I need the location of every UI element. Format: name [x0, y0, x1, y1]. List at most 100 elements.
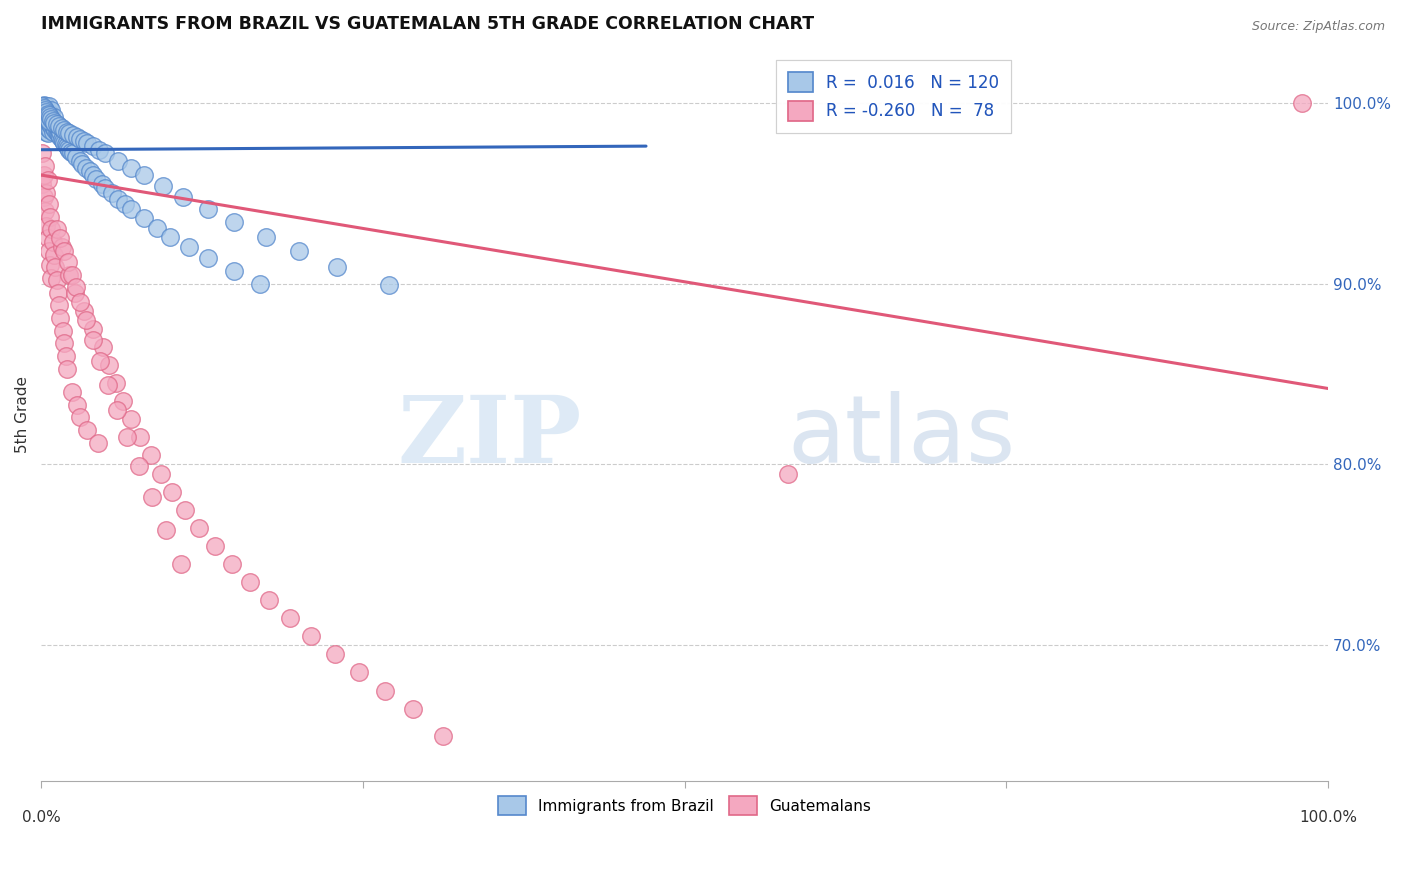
Point	[432, 729, 454, 743]
Point	[41, 113, 63, 128]
Point	[49, 231, 72, 245]
Point	[170, 557, 193, 571]
Point	[98, 358, 121, 372]
Point	[35, 120, 58, 134]
Point	[257, 593, 280, 607]
Point	[38, 197, 60, 211]
Point	[86, 171, 108, 186]
Point	[79, 164, 101, 178]
Point	[38, 110, 60, 124]
Point	[76, 136, 98, 150]
Point	[91, 340, 114, 354]
Point	[39, 112, 62, 126]
Point	[72, 134, 94, 148]
Point	[48, 298, 70, 312]
Point	[35, 104, 58, 119]
Point	[35, 104, 58, 119]
Point	[72, 303, 94, 318]
Point	[35, 110, 58, 124]
Point	[31, 146, 53, 161]
Point	[132, 168, 155, 182]
Point	[45, 273, 67, 287]
Point	[82, 322, 104, 336]
Point	[41, 113, 63, 128]
Point	[38, 113, 60, 128]
Point	[299, 629, 322, 643]
Point	[38, 104, 60, 119]
Point	[53, 136, 76, 150]
Point	[32, 97, 55, 112]
Point	[38, 108, 60, 122]
Point	[120, 161, 142, 175]
Point	[69, 294, 91, 309]
Point	[41, 113, 63, 128]
Point	[48, 120, 70, 134]
Point	[31, 110, 53, 124]
Point	[37, 113, 59, 128]
Point	[44, 123, 66, 137]
Point	[37, 112, 59, 126]
Point	[129, 430, 152, 444]
Point	[221, 557, 243, 571]
Point	[87, 143, 110, 157]
Point	[39, 259, 62, 273]
Point	[188, 521, 211, 535]
Point	[32, 106, 55, 120]
Point	[45, 120, 67, 134]
Point	[75, 161, 97, 175]
Point	[37, 103, 59, 117]
Point	[224, 264, 246, 278]
Point	[53, 123, 76, 137]
Point	[34, 121, 56, 136]
Point	[55, 137, 77, 152]
Point	[120, 412, 142, 426]
Point	[45, 125, 67, 139]
Point	[41, 103, 63, 117]
Point	[34, 159, 56, 173]
Point	[45, 117, 67, 131]
Point	[37, 127, 59, 141]
Point	[82, 139, 104, 153]
Point	[89, 354, 111, 368]
Point	[101, 186, 124, 201]
Point	[174, 502, 197, 516]
Point	[31, 177, 53, 191]
Point	[254, 229, 277, 244]
Point	[37, 106, 59, 120]
Point	[35, 125, 58, 139]
Point	[32, 190, 55, 204]
Point	[46, 285, 69, 300]
Point	[146, 220, 169, 235]
Point	[120, 202, 142, 217]
Point	[42, 247, 65, 261]
Point	[52, 324, 75, 338]
Point	[34, 106, 56, 120]
Point	[49, 130, 72, 145]
Point	[374, 683, 396, 698]
Point	[204, 539, 226, 553]
Point	[41, 271, 63, 285]
Point	[53, 336, 76, 351]
Point	[117, 430, 139, 444]
Point	[59, 145, 82, 159]
Point	[249, 277, 271, 291]
Point	[56, 141, 79, 155]
Point	[402, 701, 425, 715]
Point	[60, 268, 83, 282]
Point	[107, 192, 129, 206]
Point	[87, 435, 110, 450]
Point	[34, 112, 56, 126]
Point	[141, 490, 163, 504]
Point	[41, 108, 63, 122]
Point	[278, 611, 301, 625]
Point	[58, 127, 80, 141]
Point	[52, 134, 75, 148]
Text: ZIP: ZIP	[398, 392, 582, 482]
Y-axis label: 5th Grade: 5th Grade	[15, 376, 30, 453]
Point	[162, 484, 184, 499]
Point	[197, 252, 219, 266]
Point	[69, 132, 91, 146]
Point	[94, 146, 117, 161]
Point	[224, 215, 246, 229]
Point	[152, 178, 174, 193]
